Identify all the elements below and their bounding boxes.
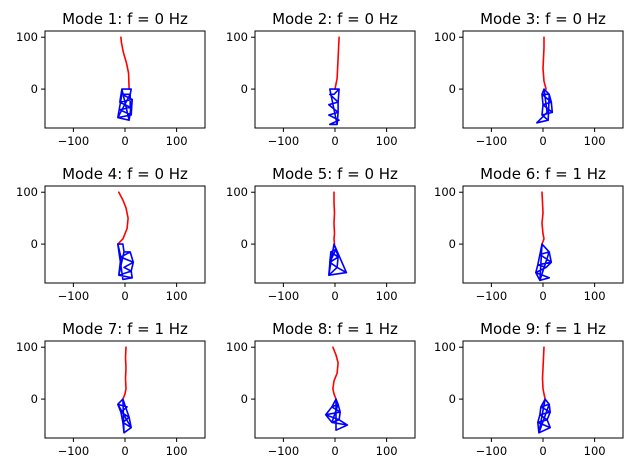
x-tick-label: −100 (268, 289, 300, 303)
subplot-title: Mode 9: f = 1 Hz (480, 320, 606, 338)
y-tick-label: 100 (226, 340, 248, 354)
subplot-2: Mode 2: f = 0 Hz −100 0 100 0 100 (226, 10, 416, 148)
y-tick-label: 0 (31, 392, 38, 406)
x-tick-label: 100 (376, 289, 398, 303)
y-tick-label: 100 (16, 185, 38, 199)
y-tick-label: 0 (241, 392, 248, 406)
x-tick-label: 0 (121, 134, 128, 148)
x-tick-label: 100 (584, 289, 606, 303)
truss-line (117, 243, 135, 281)
y-tick-label: 0 (241, 237, 248, 251)
subplot-title: Mode 7: f = 1 Hz (62, 320, 188, 338)
x-tick-label: 0 (539, 134, 546, 148)
x-tick-label: 0 (539, 289, 546, 303)
plot-area (534, 191, 553, 282)
beam-line (542, 36, 547, 90)
plot-area (535, 36, 554, 124)
plot-area (327, 36, 340, 126)
x-tick-label: −100 (476, 134, 508, 148)
beam-line (541, 346, 546, 400)
beam-line (332, 346, 339, 400)
beam-line (120, 36, 130, 90)
plot-area (117, 191, 135, 281)
beam-line (117, 191, 129, 245)
x-tick-label: 0 (121, 289, 128, 303)
subplot-3: Mode 3: f = 0 Hz −100 0 100 0 100 (434, 10, 624, 148)
subplot-title: Mode 8: f = 1 Hz (272, 320, 398, 338)
x-tick-label: −100 (58, 289, 90, 303)
truss-line (117, 398, 132, 434)
x-tick-label: −100 (58, 134, 90, 148)
x-tick-label: 100 (166, 289, 188, 303)
x-tick-label: −100 (476, 289, 508, 303)
y-tick-label: 100 (226, 185, 248, 199)
subplot-5: Mode 5: f = 0 Hz −100 0 100 0 100 (226, 165, 416, 303)
y-tick-label: 0 (449, 392, 456, 406)
subplot-6: Mode 6: f = 1 Hz −100 0 100 0 100 (434, 165, 624, 303)
subplot-title: Mode 1: f = 0 Hz (62, 10, 188, 28)
x-tick-label: −100 (476, 444, 508, 458)
y-tick-label: 100 (434, 185, 456, 199)
axes-frame (462, 30, 624, 129)
subplot-title: Mode 6: f = 1 Hz (480, 165, 606, 183)
subplot-1: Mode 1: f = 0 Hz −100 0 100 0 100 (16, 10, 206, 148)
truss-line (324, 398, 349, 432)
subplot-8: Mode 8: f = 1 Hz −100 0 100 0 100 (226, 320, 416, 458)
plot-area (324, 346, 349, 432)
plot-area (327, 191, 348, 277)
truss-line (117, 88, 133, 121)
y-tick-label: 100 (16, 30, 38, 44)
y-tick-label: 100 (434, 340, 456, 354)
x-tick-label: 100 (166, 444, 188, 458)
subplot-7: Mode 7: f = 1 Hz −100 0 100 0 100 (16, 320, 206, 458)
beam-line (333, 191, 336, 245)
y-tick-label: 0 (449, 82, 456, 96)
plot-area (117, 346, 132, 434)
x-tick-label: −100 (268, 444, 300, 458)
y-tick-label: 100 (16, 340, 38, 354)
x-tick-label: −100 (268, 134, 300, 148)
x-tick-label: 0 (121, 444, 128, 458)
truss-line (536, 398, 552, 434)
x-tick-label: 100 (376, 444, 398, 458)
x-tick-label: 0 (331, 444, 338, 458)
subplot-title: Mode 4: f = 0 Hz (62, 165, 188, 183)
x-tick-label: 0 (331, 134, 338, 148)
y-tick-label: 100 (226, 30, 248, 44)
subplot-9: Mode 9: f = 1 Hz −100 0 100 0 100 (434, 320, 624, 458)
y-tick-label: 0 (241, 82, 248, 96)
truss-line (535, 88, 554, 124)
x-tick-label: 100 (584, 134, 606, 148)
y-tick-label: 100 (434, 30, 456, 44)
beam-line (541, 191, 545, 245)
truss-line (327, 243, 348, 277)
truss-line (534, 243, 553, 282)
truss-line (327, 88, 340, 126)
subplot-title: Mode 2: f = 0 Hz (272, 10, 398, 28)
y-tick-label: 0 (31, 237, 38, 251)
beam-line (122, 346, 127, 400)
subplot-4: Mode 4: f = 0 Hz −100 0 100 0 100 (16, 165, 206, 303)
x-tick-label: 0 (331, 289, 338, 303)
subplot-title: Mode 5: f = 0 Hz (272, 165, 398, 183)
x-tick-label: −100 (58, 444, 90, 458)
x-tick-label: 100 (376, 134, 398, 148)
axes-frame (44, 30, 206, 129)
x-tick-label: 0 (539, 444, 546, 458)
x-tick-label: 100 (584, 444, 606, 458)
beam-line (334, 36, 340, 90)
y-tick-label: 0 (449, 237, 456, 251)
x-tick-label: 100 (166, 134, 188, 148)
y-tick-label: 0 (31, 82, 38, 96)
plot-area (117, 36, 133, 121)
subplot-title: Mode 3: f = 0 Hz (480, 10, 606, 28)
plot-area (536, 346, 552, 434)
